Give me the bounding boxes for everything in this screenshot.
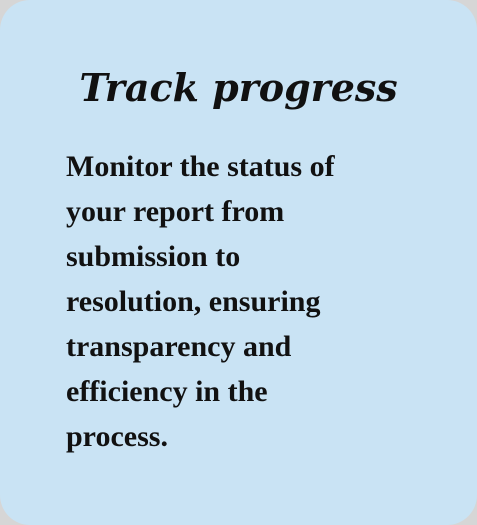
- card-title: Track progress: [79, 65, 398, 110]
- card-description: Monitor the status of your report from s…: [66, 150, 335, 453]
